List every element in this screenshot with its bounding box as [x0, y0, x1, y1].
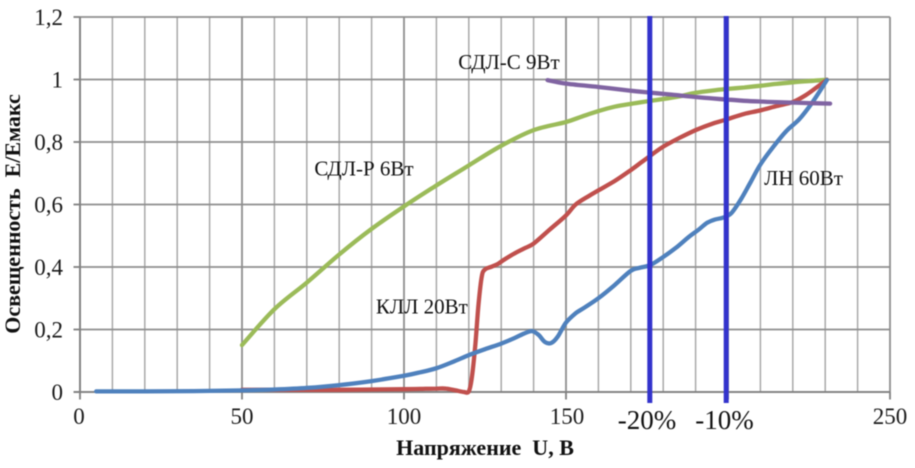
svg-text:0,8: 0,8: [34, 130, 63, 155]
svg-text:150: 150: [550, 404, 585, 429]
svg-text:СДЛ-Р 6Вт: СДЛ-Р 6Вт: [314, 157, 413, 181]
svg-text:0,4: 0,4: [34, 255, 63, 280]
svg-text:0: 0: [52, 380, 64, 405]
svg-text:250: 250: [873, 404, 908, 429]
svg-text:ЛН 60Вт: ЛН 60Вт: [764, 166, 843, 190]
svg-text:-10%: -10%: [695, 405, 753, 435]
svg-text:-20%: -20%: [618, 405, 676, 435]
svg-text:0,2: 0,2: [34, 318, 63, 343]
svg-text:1: 1: [52, 68, 64, 93]
svg-text:СДЛ-С 9Вт: СДЛ-С 9Вт: [458, 50, 559, 74]
svg-text:50: 50: [231, 404, 254, 429]
svg-text:0: 0: [73, 404, 85, 429]
svg-text:Освещенность Е/Емакс: Освещенность Е/Емакс: [0, 94, 25, 334]
svg-text:0,6: 0,6: [34, 193, 63, 218]
svg-text:Напряжение U, В: Напряжение U, В: [396, 435, 574, 460]
svg-text:100: 100: [387, 404, 422, 429]
svg-text:КЛЛ 20Вт: КЛЛ 20Вт: [376, 295, 468, 319]
svg-text:1,2: 1,2: [34, 5, 63, 30]
